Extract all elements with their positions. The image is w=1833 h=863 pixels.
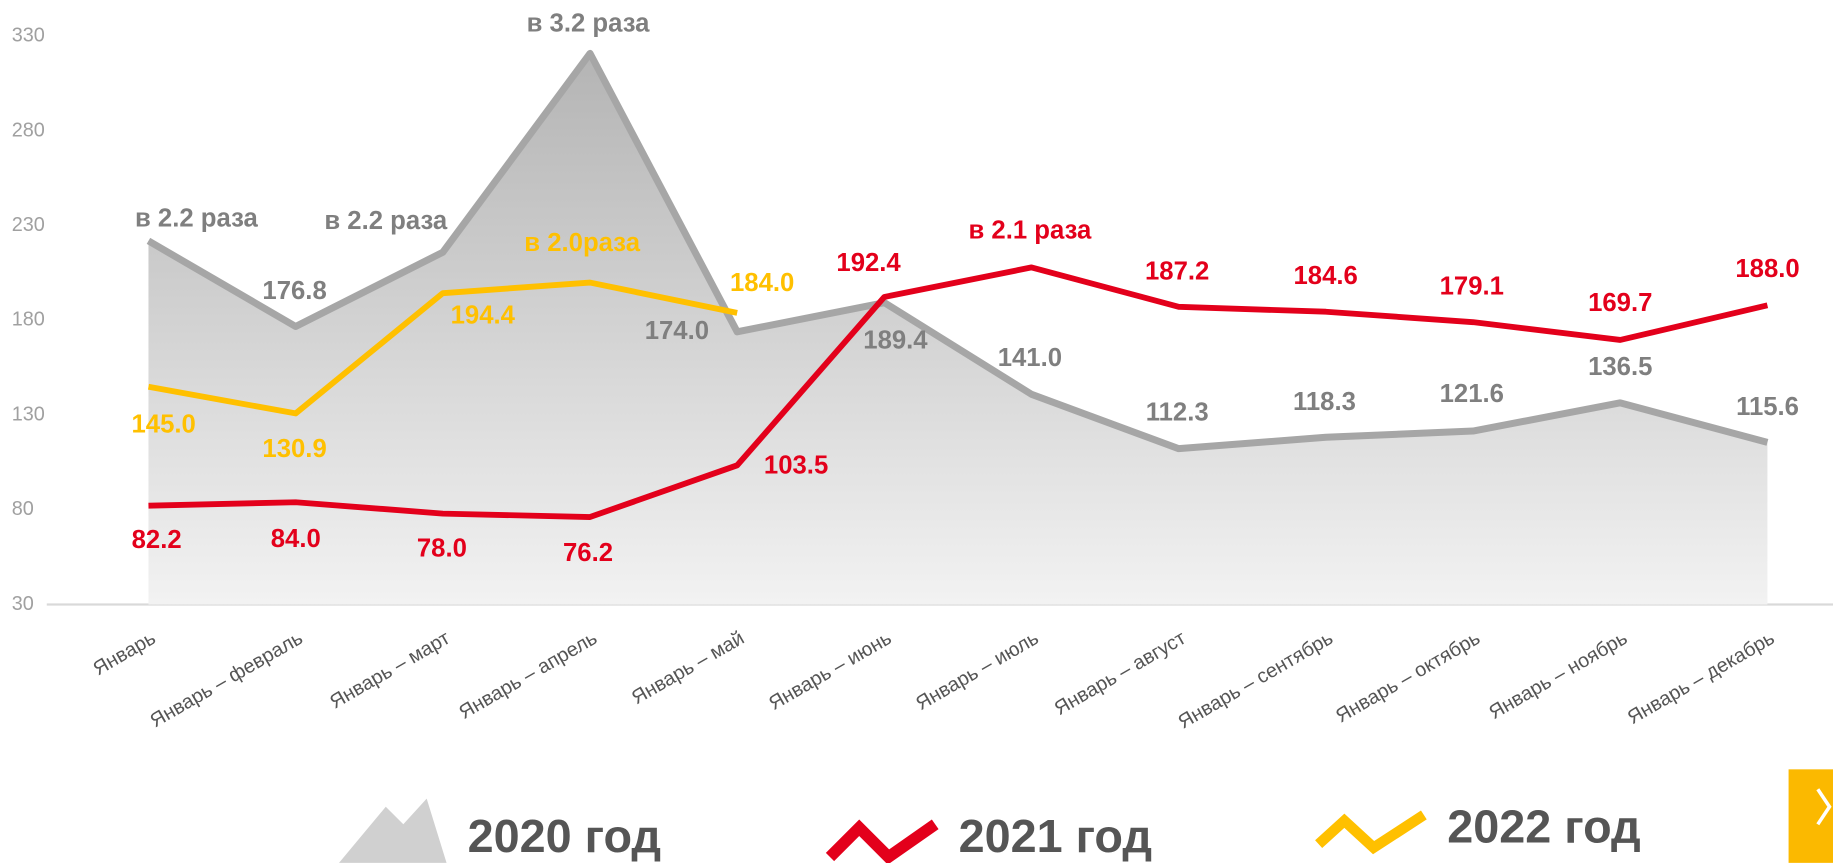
legend-icon — [1315, 810, 1427, 855]
line — [146, 49, 1769, 453]
annotation: в 2.1 раза — [968, 216, 1092, 244]
data-label: 130.9 — [262, 435, 326, 463]
data-label: 194.4 — [451, 302, 516, 330]
data-label: 176.8 — [262, 277, 326, 305]
x-tick-label: Январь – май — [628, 627, 748, 709]
annotation: в 2.2 раза — [135, 205, 259, 233]
data-label: 82.2 — [132, 526, 182, 554]
data-label: 189.4 — [863, 326, 928, 354]
line — [148, 264, 1769, 520]
data-label: 84.0 — [271, 525, 321, 553]
data-label: 179.1 — [1440, 273, 1504, 301]
next-arrow[interactable] — [1816, 788, 1832, 826]
data-label: 141.0 — [998, 344, 1062, 372]
data-label: 174.0 — [645, 317, 709, 345]
y-tick-label: 280 — [12, 119, 45, 141]
data-label: 112.3 — [1146, 399, 1209, 427]
data-label: 184.6 — [1293, 262, 1357, 290]
data-label: 187.2 — [1145, 257, 1209, 285]
y-tick-label: 330 — [12, 25, 45, 47]
annotation: в 2.2 раза — [324, 207, 448, 235]
area — [148, 53, 1768, 605]
data-label: 115.6 — [1736, 393, 1799, 421]
next-button[interactable] — [1788, 769, 1833, 863]
data-label: 184.0 — [730, 269, 794, 297]
data-label: 121.6 — [1440, 380, 1504, 408]
x-tick-label: Январь – июнь — [765, 627, 895, 715]
data-label: 76.2 — [563, 539, 613, 567]
data-label: 145.0 — [131, 410, 195, 438]
legend-icon — [825, 819, 939, 863]
data-label: 118.3 — [1293, 388, 1356, 416]
x-tick-label: Январь – декабрь — [1624, 627, 1779, 729]
y-tick-label: 30 — [12, 593, 34, 615]
data-label: 169.7 — [1588, 289, 1652, 317]
x-tick-label: Январь – сентябрь — [1175, 627, 1337, 733]
data-label: 103.5 — [764, 451, 828, 479]
data-label: 188.0 — [1735, 255, 1799, 283]
y-tick-label: 130 — [12, 403, 45, 425]
data-label: 136.5 — [1588, 353, 1652, 381]
y-tick-label: 230 — [12, 214, 45, 236]
x-tick-label: Январь – октябрь — [1332, 627, 1484, 727]
x-tick-label: Январь – апрель — [455, 627, 601, 724]
legend-label: 2020 год — [468, 810, 661, 862]
line — [147, 279, 738, 417]
annotation: в 3.2 раза — [527, 9, 651, 37]
x-tick-label: Январь – август — [1051, 627, 1190, 720]
x-tick-label: Январь – февраль — [147, 627, 307, 732]
x-tick-label: Январь – ноябрь — [1485, 627, 1631, 724]
data-label: 78.0 — [417, 534, 467, 562]
legend-label: 2022 год — [1447, 800, 1640, 852]
y-tick-label: 80 — [12, 498, 34, 520]
legend: 2020 год 2021 год 2022 год — [339, 798, 1641, 863]
annotation: в 2.0раза — [524, 229, 640, 257]
y-tick-label: 180 — [12, 309, 45, 331]
legend-icon — [339, 798, 447, 863]
x-tick-label: Январь – март — [326, 627, 454, 713]
data-label: 192.4 — [836, 249, 901, 277]
legend-label: 2021 год — [959, 810, 1152, 862]
x-tick-label: Январь – июль — [912, 627, 1042, 715]
next-button-bg[interactable] — [1788, 769, 1833, 863]
x-tick-label: Январь — [89, 627, 159, 680]
